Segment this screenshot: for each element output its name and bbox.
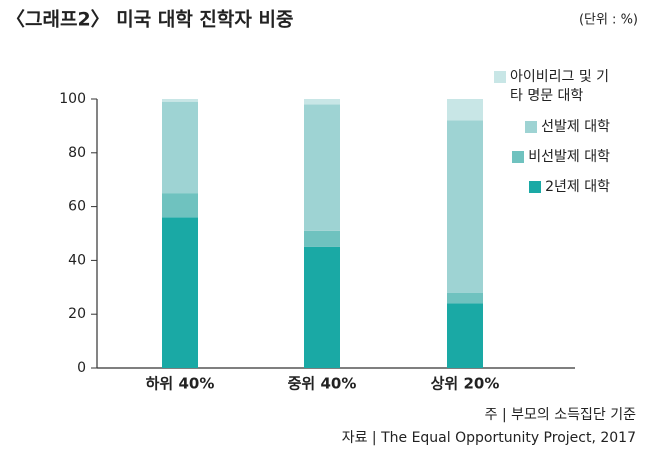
y-tick-label: 40 — [68, 252, 86, 268]
bar-segment — [447, 303, 483, 368]
legend-item: 2년제 대학 — [529, 178, 610, 197]
y-tick-label: 60 — [68, 199, 86, 215]
bar-segment — [447, 99, 483, 121]
bar-segment — [304, 246, 340, 368]
legend-label: 2년제 대학 — [545, 179, 610, 195]
legend-label: 아이비리그 및 기타 명문 대학 — [510, 69, 610, 104]
y-tick-label: 100 — [59, 91, 86, 107]
x-tick-label: 상위 20% — [431, 375, 500, 393]
bar-segment — [162, 193, 198, 218]
bar-segment — [162, 99, 198, 102]
legend-swatch — [529, 181, 542, 193]
legend-swatch — [512, 151, 525, 163]
source: 자료 | The Equal Opportunity Project, 2017 — [342, 430, 636, 446]
unit-note: (단위 : %) — [579, 13, 638, 28]
bar-segment — [162, 101, 198, 194]
y-tick-label: 0 — [77, 360, 86, 376]
bar-segment — [447, 292, 483, 304]
legend-item: 아이비리그 및 기타 명문 대학 — [494, 68, 610, 106]
bar-segment — [304, 230, 340, 247]
legend-label: 비선발제 대학 — [528, 149, 610, 165]
x-tick-label: 하위 40% — [146, 375, 215, 393]
legend-swatch — [525, 121, 538, 133]
bar-segment — [162, 217, 198, 368]
bar-segment — [304, 99, 340, 105]
y-tick-label: 20 — [68, 306, 86, 322]
legend-item: 비선발제 대학 — [512, 148, 610, 167]
chart-title: 〈그래프2〉 미국 대학 진학자 비중 — [6, 8, 293, 31]
note: 주 | 부모의 소득집단 기준 — [485, 407, 636, 423]
bar-segment — [447, 120, 483, 293]
legend-item: 선발제 대학 — [525, 118, 610, 137]
bar-segment — [304, 104, 340, 231]
legend-label: 선발제 대학 — [541, 119, 610, 135]
y-tick-label: 80 — [68, 145, 86, 161]
x-tick-label: 중위 40% — [288, 375, 357, 393]
legend-swatch — [494, 71, 506, 83]
